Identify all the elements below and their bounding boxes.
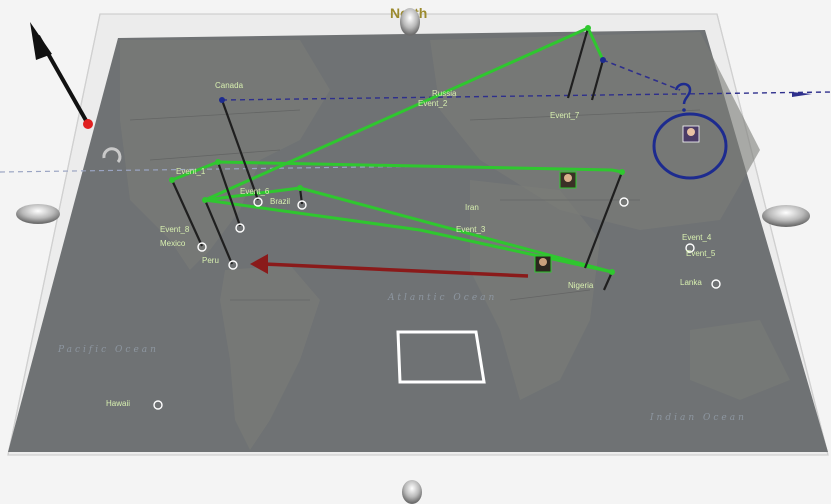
rotate-handle-top[interactable] [400,8,420,36]
annotation-question-mark[interactable] [674,82,692,105]
node-points[interactable] [219,57,606,103]
migration-arrow [250,254,529,278]
europe-asia [430,32,760,230]
label-event-8: Event_8 [160,225,190,234]
ocean-label-indian: Indian Ocean [649,413,747,423]
label-nigeria: Nigeria [568,281,594,290]
label-russia: Russia [432,89,457,98]
projection-arrowhead [792,92,812,97]
event-nodes[interactable] [169,25,625,275]
label-event-4: Event_4 [682,233,712,242]
spinner-icon [102,147,122,163]
label-event-7: Event_7 [550,111,580,120]
label-event-1: Event_1 [176,167,206,176]
north-america [120,40,330,270]
projection-line-3 [602,59,681,91]
photo-thumbnail-3[interactable] [682,125,700,143]
map-plane[interactable]: Atlantic Ocean Pacific Ocean Indian Ocea… [8,30,828,452]
label-canada: Canada [215,81,244,90]
label-event-3: Event_3 [456,225,486,234]
australia [690,320,790,400]
photo-thumbnail-2[interactable] [534,255,552,273]
label-event-6: Event_6 [240,187,270,196]
label-hawaii: Hawaii [106,399,130,408]
south-america [220,265,320,450]
place-markers[interactable] [153,197,721,410]
rotate-handle-bottom[interactable] [402,480,422,504]
label-lanka: Lanka [680,278,702,287]
rotate-handle-right[interactable] [762,205,810,227]
photo-thumbnail-1[interactable] [559,171,577,189]
label-event-2: Event_2 [418,99,448,108]
ocean-label-atlantic: Atlantic Ocean [387,293,497,303]
rotate-handle-left[interactable] [16,204,60,224]
tethers [170,27,624,291]
label-peru: Peru [202,256,219,265]
label-event-5: Event_5 [686,249,716,258]
annotation-circle[interactable] [652,112,728,180]
selection-box[interactable] [396,330,486,384]
ocean-label-pacific: Pacific Ocean [57,345,159,355]
africa [470,180,600,400]
label-iran: Iran [465,203,479,212]
label-brazil: Brazil [270,197,290,206]
compass-arrow-icon[interactable] [30,22,93,129]
label-mexico: Mexico [160,239,186,248]
projection-line-1 [221,91,831,101]
